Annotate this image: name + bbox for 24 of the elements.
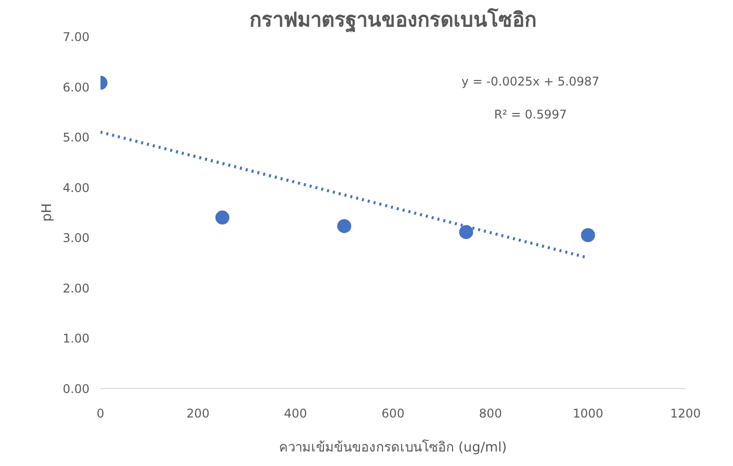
y-tick-label: 3.00 [62, 231, 90, 246]
x-axis-title: ความเข้มข้นของกรดเบนโซอิก (ug/ml) [279, 440, 507, 456]
point [581, 228, 595, 242]
y-tick-label: 7.00 [62, 30, 90, 44]
point [215, 210, 230, 225]
x-tick-label: 200 [186, 406, 210, 420]
y-tick-label: 4.00 [62, 180, 90, 195]
y-tick-label: 6.00 [62, 80, 90, 94]
x-tick-label: 1200 [670, 406, 701, 420]
x-tick-label: 400 [284, 406, 307, 420]
point [337, 219, 352, 234]
point [459, 225, 474, 240]
x-tick-label: 1000 [572, 406, 604, 420]
annotation: y = -0.0025x + 5.0987 [462, 74, 600, 88]
x-tick-label: 600 [382, 406, 404, 420]
y-tick-label: 2.00 [62, 281, 90, 296]
y-axis-title: pH [40, 203, 55, 222]
x-tick-label: 0 [96, 406, 104, 420]
y-tick-label: 5.00 [62, 130, 90, 145]
chart-title: กราฟมาตรฐานของกรดเบนโซอิก [250, 8, 536, 34]
x-tick-label: 800 [479, 406, 502, 420]
y-tick-label: 0.00 [62, 382, 90, 396]
annotation: R² = 0.5997 [494, 108, 567, 122]
y-tick-label: 1.00 [62, 332, 90, 346]
